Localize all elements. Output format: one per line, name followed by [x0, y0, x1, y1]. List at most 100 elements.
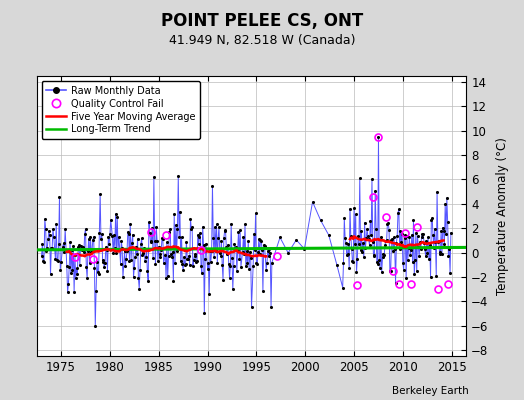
Point	[155, 244, 163, 250]
Point	[374, 134, 383, 140]
Point	[83, 275, 91, 281]
Point	[325, 232, 333, 238]
Point	[276, 234, 284, 241]
Point	[354, 233, 362, 239]
Point	[72, 265, 81, 272]
Point	[129, 274, 138, 280]
Point	[169, 278, 178, 284]
Point	[361, 219, 369, 226]
Point	[422, 238, 431, 244]
Point	[316, 217, 325, 224]
Point	[221, 228, 229, 234]
Point	[440, 241, 449, 248]
Point	[122, 256, 130, 262]
Point	[182, 239, 191, 245]
Point	[407, 247, 415, 254]
Point	[171, 260, 179, 266]
Point	[345, 265, 353, 271]
Text: 41.949 N, 82.518 W (Canada): 41.949 N, 82.518 W (Canada)	[169, 34, 355, 47]
Point	[141, 254, 150, 260]
Point	[127, 256, 135, 263]
Point	[263, 259, 271, 266]
Point	[81, 231, 89, 238]
Y-axis label: Temperature Anomaly (°C): Temperature Anomaly (°C)	[496, 137, 508, 295]
Point	[408, 232, 416, 238]
Point	[47, 244, 56, 251]
Point	[239, 234, 247, 240]
Point	[174, 173, 182, 179]
Point	[148, 224, 157, 231]
Point	[250, 247, 259, 254]
Point	[427, 216, 435, 223]
Point	[356, 175, 364, 182]
Point	[343, 250, 352, 257]
Point	[242, 263, 250, 270]
Point	[206, 248, 214, 254]
Point	[255, 236, 263, 243]
Point	[443, 194, 451, 201]
Point	[156, 251, 165, 258]
Point	[53, 256, 61, 263]
Point	[152, 224, 160, 231]
Point	[399, 267, 408, 273]
Point	[247, 304, 256, 310]
Point	[413, 233, 422, 240]
Point	[236, 227, 244, 234]
Point	[102, 244, 110, 250]
Point	[226, 263, 235, 270]
Point	[170, 211, 178, 218]
Point	[344, 241, 353, 247]
Point	[139, 250, 147, 256]
Point	[103, 247, 111, 253]
Point	[215, 250, 224, 256]
Point	[223, 251, 231, 258]
Point	[93, 269, 102, 275]
Point	[241, 221, 249, 227]
Point	[364, 233, 372, 239]
Point	[342, 240, 350, 246]
Point	[387, 268, 395, 274]
Point	[353, 256, 362, 262]
Point	[177, 258, 185, 264]
Point	[391, 279, 400, 286]
Point	[399, 259, 407, 266]
Point	[436, 251, 444, 258]
Point	[149, 254, 157, 261]
Point	[103, 268, 112, 274]
Point	[125, 257, 134, 264]
Point	[238, 249, 247, 255]
Point	[51, 255, 60, 262]
Point	[42, 248, 51, 254]
Point	[168, 254, 176, 260]
Point	[437, 228, 445, 234]
Point	[53, 258, 62, 264]
Point	[444, 253, 453, 260]
Point	[398, 230, 406, 237]
Point	[230, 241, 238, 247]
Point	[395, 206, 403, 212]
Point	[418, 234, 426, 240]
Point	[46, 271, 54, 278]
Point	[146, 239, 155, 246]
Point	[66, 239, 74, 246]
Point	[385, 227, 393, 234]
Point	[430, 226, 439, 232]
Point	[43, 244, 51, 251]
Point	[199, 241, 208, 248]
Point	[359, 254, 368, 260]
Point	[240, 250, 248, 257]
Point	[180, 254, 188, 260]
Point	[130, 265, 138, 271]
Point	[134, 275, 143, 282]
Point	[343, 252, 351, 258]
Point	[408, 259, 417, 266]
Point	[227, 220, 235, 227]
Point	[85, 260, 94, 266]
Point	[197, 263, 205, 270]
Point	[361, 245, 369, 251]
Point	[209, 235, 217, 242]
Point	[185, 262, 194, 268]
Point	[362, 234, 370, 241]
Point	[246, 249, 254, 256]
Point	[75, 242, 83, 248]
